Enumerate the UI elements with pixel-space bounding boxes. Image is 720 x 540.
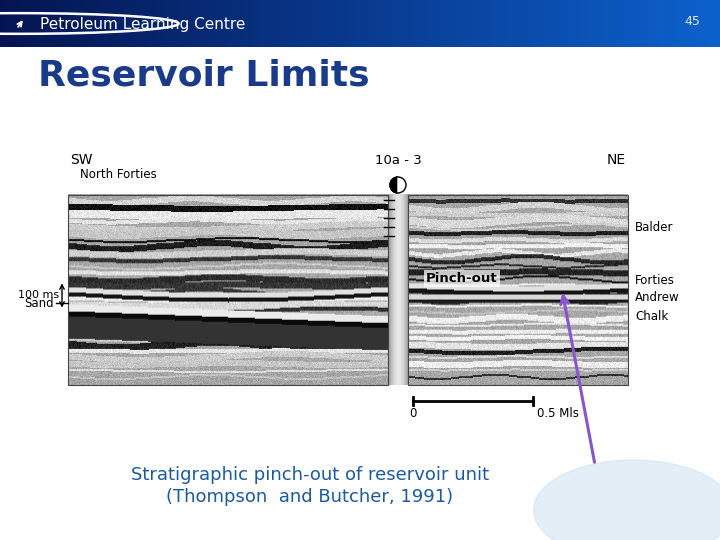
Text: Reservoir Limits: Reservoir Limits — [38, 59, 369, 93]
Text: Balder: Balder — [635, 221, 673, 234]
Ellipse shape — [534, 460, 720, 540]
Text: North Forties: North Forties — [80, 168, 157, 181]
Text: 0.5 Mls: 0.5 Mls — [537, 407, 579, 420]
Text: Forties: Forties — [635, 274, 675, 287]
Text: Sand: Sand — [24, 297, 54, 310]
Wedge shape — [390, 177, 398, 193]
Text: Pinch-out: Pinch-out — [426, 272, 498, 285]
Wedge shape — [398, 177, 406, 193]
Text: NE: NE — [607, 153, 626, 167]
Text: 0: 0 — [409, 407, 417, 420]
Text: Chalk: Chalk — [635, 310, 668, 323]
Bar — [408, 195, 628, 385]
Text: 45: 45 — [684, 15, 700, 28]
Bar — [68, 195, 388, 385]
Text: Petroleum Learning Centre: Petroleum Learning Centre — [40, 17, 245, 32]
Text: SW: SW — [70, 153, 92, 167]
Text: 10a - 3: 10a - 3 — [374, 154, 421, 167]
Text: Stratigraphic pinch-out of reservoir unit: Stratigraphic pinch-out of reservoir uni… — [130, 466, 489, 484]
Text: 100 ms: 100 ms — [18, 291, 59, 300]
Text: (Thompson  and Butcher, 1991): (Thompson and Butcher, 1991) — [166, 488, 453, 506]
Text: Andrew: Andrew — [635, 291, 680, 304]
